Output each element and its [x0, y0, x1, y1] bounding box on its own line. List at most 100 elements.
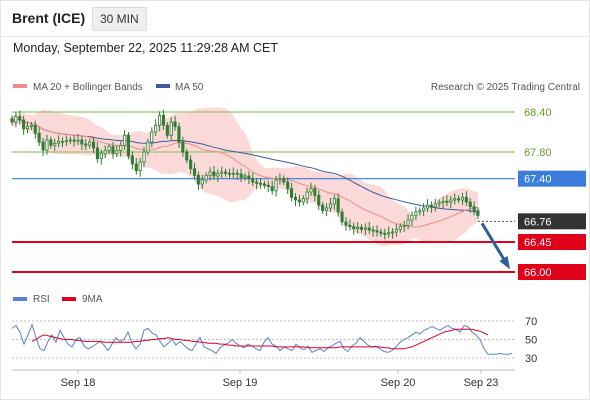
candle-body — [227, 172, 232, 175]
candle-body — [130, 155, 134, 165]
candle-body — [29, 124, 33, 128]
support-label: 66.00 — [524, 267, 552, 279]
price-levels — [12, 111, 515, 273]
candle-body — [266, 184, 270, 188]
rsi-legend-swatch — [13, 297, 27, 301]
candle-body — [270, 186, 274, 192]
candle-body — [410, 214, 414, 221]
candle-body — [476, 210, 480, 216]
x-tick-label: Sep 18 — [61, 377, 96, 389]
candle-body — [359, 226, 363, 230]
candle-body — [57, 140, 61, 144]
resistance-label: 68.40 — [524, 107, 552, 119]
candle-body — [41, 141, 45, 151]
candle-body — [161, 114, 166, 126]
candle-body — [398, 226, 402, 230]
candle-body — [336, 198, 340, 213]
candle-body — [293, 196, 297, 201]
ma20-legend-swatch — [13, 84, 27, 88]
candle-body — [262, 183, 266, 186]
candle-body — [60, 140, 64, 143]
candle-body — [220, 171, 224, 174]
rsi-tick-label: 50 — [525, 335, 537, 347]
candle-body — [418, 210, 422, 213]
candle-body — [255, 181, 259, 184]
timeframe-button[interactable]: 30 MIN — [92, 7, 147, 31]
candle-body — [192, 168, 197, 176]
candle-body — [278, 178, 282, 181]
ma20-legend-label: MA 20 + Bollinger Bands — [33, 82, 143, 93]
candle-body — [328, 203, 332, 209]
candle-body — [340, 211, 344, 223]
candle-body — [99, 152, 103, 160]
level-labels: 68.40 67.80 67.40 66.76 66.45 66.00 — [518, 107, 586, 280]
candle-body — [243, 175, 247, 178]
candle-body — [208, 171, 212, 176]
ma9-legend-label: 9MA — [82, 294, 103, 305]
candle-body — [165, 124, 169, 136]
candle-body — [235, 172, 239, 175]
candle-body — [72, 139, 76, 142]
ma50-legend-swatch — [156, 84, 170, 88]
candle-body — [157, 114, 162, 126]
support-tag — [518, 234, 586, 250]
candle-body — [282, 178, 286, 183]
candle-body — [142, 151, 146, 163]
datetime-label: Monday, September 22, 2025 11:29:28 AM C… — [13, 41, 278, 55]
candle-body — [453, 198, 457, 201]
candle-body — [103, 150, 107, 154]
candle-body — [274, 179, 278, 192]
candle-body — [107, 146, 111, 152]
ma50-legend-label: MA 50 — [175, 82, 204, 93]
resistance-label: 67.80 — [524, 147, 552, 159]
candle-body — [383, 232, 387, 235]
candle-body — [49, 139, 53, 146]
candle-body — [394, 228, 398, 233]
rsi-ma9-line — [31, 328, 489, 350]
candle-body — [80, 139, 84, 145]
rsi-tick-label: 30 — [525, 353, 537, 365]
candle-body — [422, 207, 426, 212]
candle-body — [45, 139, 49, 151]
candle-body — [181, 141, 185, 153]
candle-body — [387, 232, 391, 235]
candle-body — [76, 139, 80, 142]
candle-body — [95, 147, 100, 160]
x-tick-label: Sep 23 — [464, 377, 499, 389]
candle-body — [177, 126, 181, 143]
ma50-line — [11, 118, 479, 213]
arrow-head — [499, 256, 511, 270]
candle-body — [352, 226, 356, 230]
candle-body — [64, 140, 68, 143]
rsi-legend: RSI 9MA — [13, 294, 103, 305]
candle-body — [464, 196, 468, 203]
candle-body — [146, 141, 150, 153]
candle-body — [402, 224, 406, 228]
candle-body — [251, 178, 255, 183]
candle-body — [356, 226, 360, 230]
candle-body — [185, 151, 189, 161]
candle-body — [189, 159, 193, 170]
candle-body — [138, 161, 142, 172]
candle-body — [445, 200, 449, 203]
support-label: 66.45 — [524, 237, 552, 249]
candle-body — [126, 134, 131, 157]
candle-body — [305, 191, 309, 200]
candle-body — [367, 227, 371, 231]
candle-body — [111, 146, 115, 154]
candle-body — [344, 221, 348, 226]
candle-body — [313, 188, 317, 196]
forecast-arrow — [480, 222, 511, 270]
candle-body — [25, 126, 30, 130]
candle-body — [289, 188, 294, 198]
candle-body — [406, 219, 410, 226]
candle-body — [10, 118, 14, 123]
candle-body — [390, 231, 395, 234]
candle-body — [348, 224, 352, 228]
candle-body — [204, 174, 208, 181]
candle-body — [449, 199, 453, 203]
x-tick-label: Sep 19 — [223, 377, 258, 389]
candle-body — [441, 200, 445, 204]
rsi-tick-label: 70 — [525, 316, 537, 328]
candle-body — [196, 174, 200, 185]
